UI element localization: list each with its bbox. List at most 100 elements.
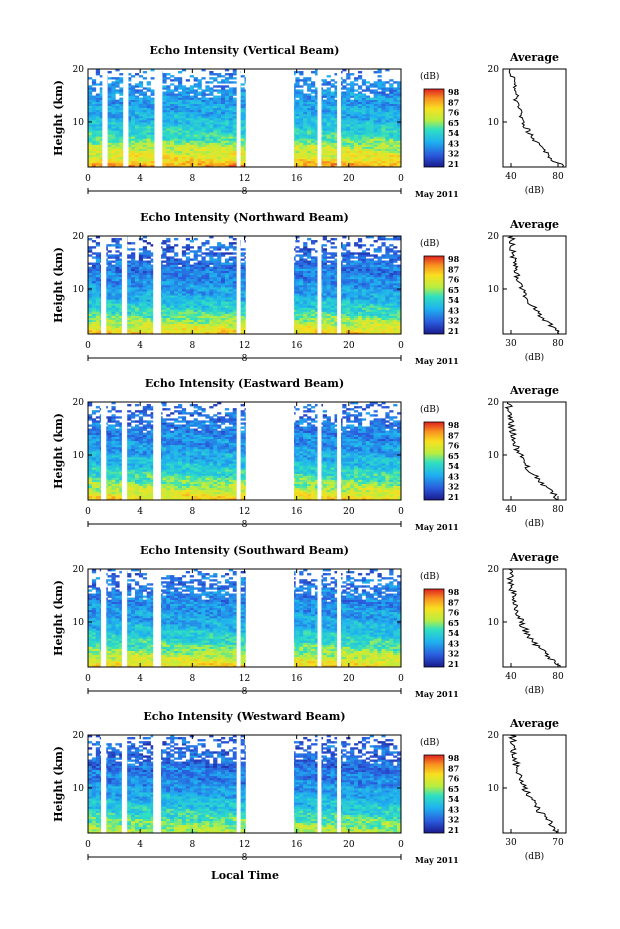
heatmap-cell (323, 116, 327, 118)
heatmap-cell (350, 155, 354, 157)
heatmap-cell (131, 252, 135, 254)
heatmap-cell (362, 106, 366, 108)
heatmap-cell (201, 318, 205, 320)
heatmap-cell (143, 273, 147, 275)
heatmap-cell (182, 252, 186, 254)
heatmap-cell (381, 136, 385, 138)
heatmap-cell (182, 85, 186, 87)
heatmap-cell (393, 134, 397, 136)
heatmap-cell (205, 328, 209, 330)
heatmap-cell (346, 94, 350, 96)
heatmap-cell (162, 248, 166, 250)
heatmap-cell (178, 104, 182, 106)
heatmap-cell (190, 310, 194, 312)
heatmap-cell (233, 279, 237, 281)
heatmap-cell (92, 307, 96, 309)
heatmap-cell (178, 330, 182, 332)
heatmap-cell (170, 79, 174, 81)
heatmap-cell (143, 151, 147, 153)
heatmap-cell (331, 94, 335, 96)
heatmap-cell (135, 320, 139, 322)
heatmap-cell (381, 96, 385, 98)
heatmap-cell (135, 159, 139, 161)
heatmap-cell (96, 269, 100, 271)
heatmap-cell (139, 128, 143, 130)
heatmap-cell (178, 314, 182, 316)
heatmap-cell (174, 275, 178, 277)
heatmap-cell (225, 318, 229, 320)
heatmap-cell (162, 140, 166, 142)
heatmap-cell (186, 153, 190, 155)
heatmap-cell (327, 161, 331, 163)
heatmap-cell (241, 159, 245, 161)
heatmap-cell (92, 314, 96, 316)
heatmap-cell (190, 267, 194, 269)
heatmap-cell (151, 138, 155, 140)
heatmap-cell (307, 149, 311, 151)
heatmap-cell (182, 108, 186, 110)
heatmap-cell (127, 320, 131, 322)
heatmap-cell (233, 307, 237, 309)
heatmap-cell (201, 328, 205, 330)
heatmap-cell (225, 128, 229, 130)
heatmap-cell (96, 271, 100, 273)
heatmap-cell (303, 106, 307, 108)
heatmap-cell (135, 275, 139, 277)
heatmap-cell (370, 128, 374, 130)
heatmap-cell (327, 163, 331, 165)
heatmap-cell (151, 155, 155, 157)
heatmap-cell (201, 159, 205, 161)
heatmap-cell (327, 102, 331, 104)
heatmap-cell (217, 252, 221, 254)
heatmap-cell (385, 122, 389, 124)
heatmap-cell (225, 130, 229, 132)
heatmap-cell (374, 143, 378, 145)
heatmap-cell (241, 153, 245, 155)
heatmap-cell (162, 326, 166, 328)
heatmap-cell (139, 104, 143, 106)
heatmap-cell (217, 267, 221, 269)
heatmap-cell (393, 151, 397, 153)
heatmap-cell (385, 124, 389, 126)
heatmap-cell (166, 122, 170, 124)
heatmap-cell (174, 322, 178, 324)
heatmap-cell (170, 126, 174, 128)
heatmap-cell (307, 155, 311, 157)
heatmap-cell (374, 136, 378, 138)
heatmap-cell (354, 116, 358, 118)
heatmap-cell (295, 145, 299, 147)
heatmap-cell (229, 94, 233, 96)
heatmap-cell (213, 269, 217, 271)
heatmap-cell (233, 155, 237, 157)
heatmap-cell (221, 289, 225, 291)
heatmap-cell (108, 328, 112, 330)
heatmap-cell (354, 114, 358, 116)
heatmap-cell (194, 106, 198, 108)
heatmap-cell (143, 161, 147, 163)
heatmap-cell (96, 291, 100, 293)
heatmap-cell (186, 324, 190, 326)
heatmap-cell (119, 106, 123, 108)
heatmap-cell (303, 116, 307, 118)
heatmap-cell (166, 287, 170, 289)
heatmap-cell (147, 136, 151, 138)
heatmap-cell (111, 157, 115, 159)
heatmap-cell (178, 147, 182, 149)
heatmap-cell (96, 110, 100, 112)
heatmap-cell (162, 120, 166, 122)
heatmap-cell (217, 263, 221, 265)
heatmap-cell (190, 87, 194, 89)
heatmap-cell (147, 318, 151, 320)
heatmap-cell (327, 100, 331, 102)
heatmap-cell (143, 279, 147, 281)
heatmap-cell (378, 87, 382, 89)
heatmap-cell (108, 318, 112, 320)
heatmap-cell (198, 297, 202, 299)
heatmap-cell (225, 134, 229, 136)
heatmap-cell (96, 132, 100, 134)
heatmap-cell (205, 277, 209, 279)
heatmap-cell (205, 98, 209, 100)
heatmap-cell (186, 279, 190, 281)
heatmap-cell (174, 155, 178, 157)
heatmap-cell (131, 273, 135, 275)
